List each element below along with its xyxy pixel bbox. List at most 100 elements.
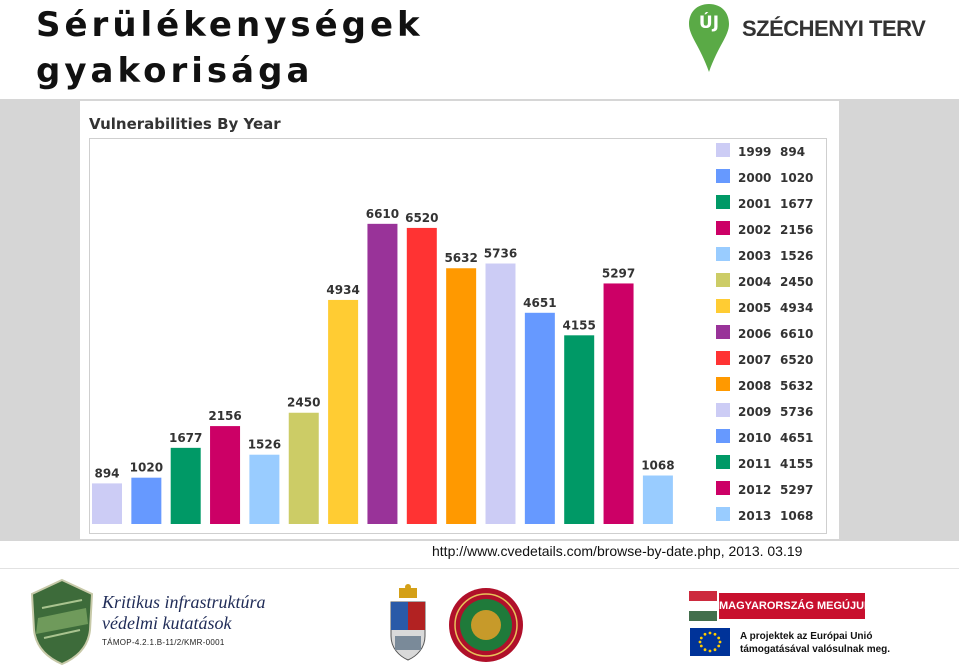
bar-2003 <box>249 454 280 524</box>
legend-year-2004: 2004 <box>738 275 771 289</box>
bar-2000 <box>131 477 162 524</box>
eu-flag-icon <box>690 628 730 656</box>
legend-year-2012: 2012 <box>738 483 771 497</box>
bar-2002 <box>210 426 241 524</box>
bar-value-label-2001: 1677 <box>169 431 202 445</box>
legend-year-2010: 2010 <box>738 431 771 445</box>
bar-value-label-2012: 5297 <box>602 266 635 280</box>
legend-swatch-2009 <box>716 403 730 417</box>
legend-year-2011: 2011 <box>738 457 771 471</box>
legend-value-2012: 5297 <box>780 483 813 497</box>
legend-value-2004: 2450 <box>780 275 813 289</box>
bar-value-label-2002: 2156 <box>208 409 241 423</box>
coat-of-arms-icon <box>390 584 426 661</box>
plot-frame <box>89 138 827 534</box>
szechenyi-terv-logo: ÚJ SZÉCHENYI TERV <box>686 2 926 74</box>
legend-swatch-2007 <box>716 351 730 365</box>
legend-value-2005: 4934 <box>780 301 813 315</box>
project-code: TÁMOP-4.2.1.B-11/2/KMR-0001 <box>102 638 225 647</box>
legend-year-2013: 2013 <box>738 509 771 523</box>
legend-year-2006: 2006 <box>738 327 771 341</box>
legend-value-2011: 4155 <box>780 457 813 471</box>
legend-swatch-2013 <box>716 507 730 521</box>
legend-value-2003: 1526 <box>780 249 813 263</box>
bar-2006 <box>367 223 398 524</box>
bar-2011 <box>564 335 595 524</box>
legend-year-2001: 2001 <box>738 197 771 211</box>
bar-value-label-2004: 2450 <box>287 396 320 410</box>
legend-value-2006: 6610 <box>780 327 813 341</box>
bar-1999 <box>92 483 122 524</box>
legend-swatch-2000 <box>716 169 730 183</box>
chart-title: Vulnerabilities By Year <box>89 115 281 133</box>
eu-line-1: A projektek az Európai Unió <box>740 631 873 642</box>
slide-title: Sérülékenységek gyakorisága <box>36 2 424 94</box>
eu-support-text: A projektek az Európai Unió támogatásáva… <box>740 630 890 656</box>
bar-value-label-2000: 1020 <box>130 461 163 475</box>
legend-swatch-2010 <box>716 429 730 443</box>
legend-swatch-2011 <box>716 455 730 469</box>
legend-year-2008: 2008 <box>738 379 771 393</box>
shield-logo-icon <box>30 578 94 666</box>
legend-swatch-2002 <box>716 221 730 235</box>
bar-2005 <box>328 299 359 524</box>
institute-name: Kritikus infrastruktúra védelmi kutatáso… <box>102 592 266 647</box>
map-pin-icon <box>689 4 729 72</box>
bar-2012 <box>603 283 634 524</box>
legend-value-2001: 1677 <box>780 197 813 211</box>
legend-year-2005: 2005 <box>738 301 771 315</box>
legend-year-1999: 1999 <box>738 145 771 159</box>
legend-value-2008: 5632 <box>780 379 813 393</box>
eu-line-2: támogatásával valósulnak meg. <box>740 644 891 655</box>
legend-value-1999: 894 <box>780 145 805 159</box>
legend-swatch-2004 <box>716 273 730 287</box>
bar-value-label-2005: 4934 <box>326 283 359 297</box>
institute-line-2: védelmi kutatások <box>102 613 232 633</box>
legend-year-2007: 2007 <box>738 353 771 367</box>
institute-line-1: Kritikus infrastruktúra <box>102 592 266 612</box>
legend-value-2002: 2156 <box>780 223 813 237</box>
legend-swatch-2006 <box>716 325 730 339</box>
bar-value-label-2011: 4155 <box>562 318 595 332</box>
bar-chart: 894 1020 1677 2156 1526 2450 4934 6610 6520 5632 5… <box>92 143 813 524</box>
legend-swatch-1999 <box>716 143 730 157</box>
bar-value-label-2010: 4651 <box>523 296 556 310</box>
bar-2010 <box>524 312 555 524</box>
bar-value-label-1999: 894 <box>94 466 119 480</box>
bar-2013 <box>642 475 673 524</box>
hungarian-flag-icon <box>689 591 717 621</box>
legend-year-2003: 2003 <box>738 249 771 263</box>
legend-value-2007: 6520 <box>780 353 813 367</box>
brand-name: SZÉCHENYI TERV <box>742 16 926 41</box>
legend-swatch-2005 <box>716 299 730 313</box>
legend-value-2000: 1020 <box>780 171 813 185</box>
banner-text: MAGYARORSZÁG MEGÚJUL <box>719 593 871 619</box>
slide-title-line-1: Sérülékenységek <box>36 5 424 45</box>
legend-year-2002: 2002 <box>738 223 771 237</box>
bar-2001 <box>170 447 201 524</box>
legend-swatch-2012 <box>716 481 730 495</box>
bar-value-label-2013: 1068 <box>641 459 674 473</box>
legend-value-2009: 5736 <box>780 405 813 419</box>
bar-2008 <box>446 268 477 524</box>
bar-value-label-2008: 5632 <box>444 251 477 265</box>
legend-value-2013: 1068 <box>780 509 813 523</box>
bar-value-label-2009: 5736 <box>484 247 517 261</box>
legend-year-2009: 2009 <box>738 405 771 419</box>
legend-year-2000: 2000 <box>738 171 771 185</box>
legend-swatch-2003 <box>716 247 730 261</box>
legend-swatch-2001 <box>716 195 730 209</box>
legend-swatch-2008 <box>716 377 730 391</box>
footer-divider <box>0 568 959 569</box>
bar-value-label-2007: 6520 <box>405 211 438 225</box>
university-seal-icon <box>449 588 523 662</box>
legend-value-2010: 4651 <box>780 431 813 445</box>
bar-2007 <box>406 227 437 524</box>
bar-value-label-2003: 1526 <box>248 438 281 452</box>
bar-2004 <box>288 412 319 524</box>
source-url: http://www.cvedetails.com/browse-by-date… <box>432 543 803 559</box>
slide-title-line-2: gyakorisága <box>36 51 314 91</box>
pin-label: ÚJ <box>698 13 720 33</box>
bar-2009 <box>485 263 516 524</box>
bar-value-label-2006: 6610 <box>366 207 399 221</box>
